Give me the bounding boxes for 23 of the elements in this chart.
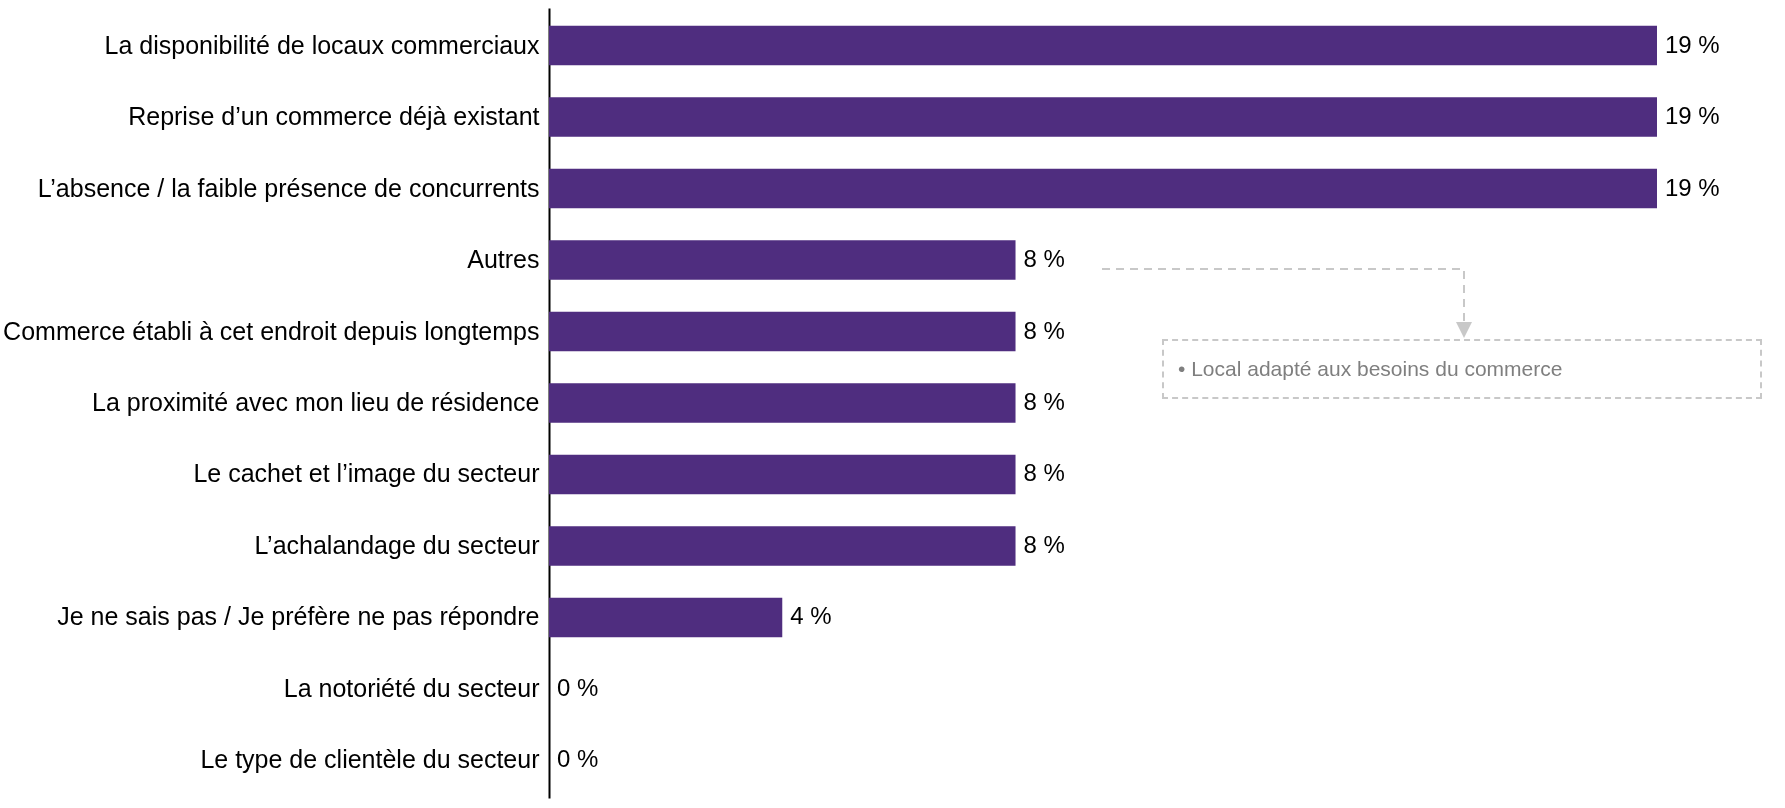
- y-tick-label: Je ne sais pas / Je préfère ne pas répondre: [57, 602, 540, 631]
- data-label: 19 %: [1665, 173, 1720, 201]
- data-label: 0 %: [557, 745, 599, 773]
- data-label: 8 %: [1023, 245, 1065, 273]
- data-label: 8 %: [1023, 316, 1065, 344]
- data-label: 8 %: [1023, 459, 1065, 487]
- y-tick-label: La disponibilité de locaux commerciaux: [104, 30, 540, 59]
- y-tick-label: Autres: [467, 245, 540, 274]
- data-label: 4 %: [790, 602, 832, 630]
- y-tick-label: La notoriété du secteur: [283, 673, 540, 702]
- data-label: 8 %: [1023, 388, 1065, 415]
- y-tick-label: Reprise d’un commerce déjà existant: [128, 102, 540, 131]
- y-tick-label: L’achalandage du secteur: [254, 530, 540, 559]
- data-label: 0 %: [557, 673, 599, 701]
- y-tick-label: La proximité avec mon lieu de résidence: [92, 388, 540, 416]
- data-label: 8 %: [1023, 530, 1065, 558]
- y-tick-label: Le type de clientèle du secteur: [200, 745, 540, 774]
- data-label: 19 %: [1665, 30, 1720, 58]
- annotation: • Local adapté aux besoins du commerce: [1162, 339, 1762, 399]
- y-tick-label: Le cachet et l’image du secteur: [193, 459, 540, 488]
- y-tick-label: Commerce établi à cet endroit depuis longtemps: [3, 316, 540, 345]
- data-label: 19 %: [1665, 102, 1720, 130]
- y-tick-label: L’absence / la faible présence de concurrents: [37, 173, 540, 202]
